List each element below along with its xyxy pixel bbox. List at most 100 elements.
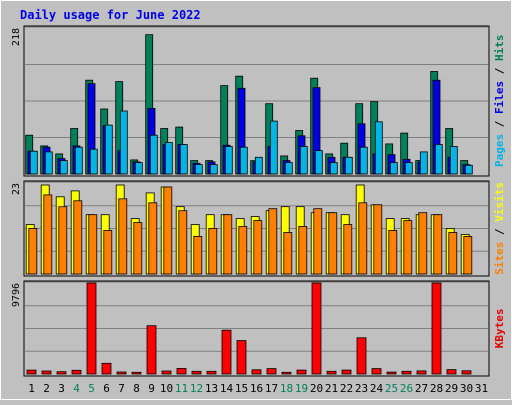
bar-kbytes-day-10 [161, 370, 172, 375]
y-max-label: 9796 [11, 283, 22, 307]
legend-entry: / [493, 61, 506, 81]
bar-pages-day-29 [449, 146, 458, 175]
bar-sites-day-15 [238, 226, 248, 275]
bar-pages-day-21 [329, 162, 338, 175]
day-label-3: 3 [58, 382, 65, 395]
day-label-22: 22 [340, 382, 353, 395]
bar-kbytes-day-9 [146, 325, 157, 375]
day-label-28: 28 [430, 382, 443, 395]
bar-sites-day-25 [388, 230, 398, 275]
bar-kbytes-day-3 [56, 371, 67, 375]
bar-sites-day-22 [343, 224, 353, 275]
bar-sites-day-27 [418, 212, 428, 275]
bar-pages-day-19 [299, 146, 308, 175]
legend-entry: / [493, 222, 506, 242]
legend-entry: Visits [493, 182, 506, 222]
bar-sites-day-9 [148, 202, 158, 275]
day-label-2: 2 [43, 382, 50, 395]
day-label-5: 5 [88, 382, 95, 395]
bar-pages-day-1 [29, 150, 38, 175]
bar-sites-day-6 [103, 230, 113, 275]
bar-pages-day-15 [239, 146, 248, 175]
legend-text: Pages / Files / Hits [493, 35, 506, 168]
bar-kbytes-day-2 [41, 370, 52, 375]
day-label-6: 6 [103, 382, 110, 395]
y-max-label: 23 [11, 183, 22, 195]
bar-pages-day-12 [194, 164, 203, 175]
bar-kbytes-day-4 [71, 369, 82, 375]
bar-kbytes-day-14 [221, 329, 232, 375]
day-label-17: 17 [265, 382, 278, 395]
bar-sites-day-26 [403, 220, 413, 275]
legend-text: KBytes [493, 309, 506, 349]
bar-sites-day-14 [223, 214, 233, 275]
day-label-15: 15 [235, 382, 248, 395]
day-label-26: 26 [400, 382, 413, 395]
legend-entry: / [493, 114, 506, 134]
bar-kbytes-day-27 [416, 370, 427, 375]
legend-text: Sites / Visits [493, 182, 506, 275]
day-label-29: 29 [445, 382, 458, 395]
bar-sites-day-8 [133, 222, 143, 275]
bar-sites-day-11 [178, 210, 188, 275]
bar-pages-day-11 [179, 144, 188, 175]
day-label-19: 19 [295, 382, 308, 395]
day-label-13: 13 [205, 382, 218, 395]
bar-pages-day-7 [119, 110, 128, 175]
day-label-9: 9 [148, 382, 155, 395]
bar-kbytes-day-6 [101, 362, 112, 375]
bar-sites-day-18 [283, 232, 293, 275]
bar-kbytes-day-23 [356, 337, 367, 375]
day-label-31: 31 [475, 382, 488, 395]
day-label-18: 18 [280, 382, 293, 395]
bar-kbytes-day-26 [401, 370, 412, 375]
bar-kbytes-day-29 [446, 369, 457, 375]
bar-kbytes-day-7 [116, 371, 127, 375]
bar-pages-day-30 [464, 164, 473, 175]
panel-legend: Pages / Files / Hits [493, 35, 506, 168]
bar-kbytes-day-28 [431, 282, 442, 375]
bar-pages-day-24 [374, 121, 383, 175]
bar-sites-day-29 [448, 232, 458, 275]
bar-pages-day-10 [164, 142, 173, 175]
series-pages [29, 110, 473, 175]
panel-legend: KBytes [493, 309, 506, 349]
bar-sites-day-3 [58, 206, 68, 275]
bar-pages-day-20 [314, 150, 323, 175]
day-label-4: 4 [73, 382, 80, 395]
day-label-30: 30 [460, 382, 473, 395]
bar-pages-day-16 [254, 156, 263, 175]
bar-sites-day-13 [208, 228, 218, 275]
bar-sites-day-19 [298, 226, 308, 275]
bar-sites-day-21 [328, 212, 338, 275]
bar-kbytes-day-12 [191, 370, 202, 375]
panel-kbytes: 9796 KBytes [11, 280, 506, 377]
series-sites [28, 186, 473, 275]
bar-sites-day-7 [118, 198, 128, 275]
bar-pages-day-6 [104, 124, 113, 175]
bar-kbytes-day-1 [26, 369, 37, 375]
day-label-25: 25 [385, 382, 398, 395]
bar-kbytes-day-24 [371, 368, 382, 375]
day-label-27: 27 [415, 382, 428, 395]
day-label-8: 8 [133, 382, 140, 395]
bar-sites-day-10 [163, 186, 173, 275]
bar-kbytes-day-30 [461, 370, 472, 375]
bar-pages-day-5 [89, 148, 98, 175]
bar-sites-day-24 [373, 204, 383, 275]
day-label-10: 10 [160, 382, 173, 395]
legend-entry: Files [493, 81, 506, 114]
panel-hits-files-pages: 218 Pages / Files / Hits [11, 25, 506, 177]
bar-pages-day-3 [59, 160, 68, 175]
bar-kbytes-day-18 [281, 371, 292, 375]
bar-kbytes-day-15 [236, 340, 247, 375]
bar-kbytes-day-19 [296, 369, 307, 375]
panel-visits-sites: 23 Sites / Visits [11, 180, 506, 277]
day-label-1: 1 [28, 382, 35, 395]
bar-pages-day-25 [389, 162, 398, 175]
bar-kbytes-day-8 [131, 371, 142, 375]
bar-sites-day-5 [88, 214, 98, 275]
bar-sites-day-23 [358, 202, 368, 275]
